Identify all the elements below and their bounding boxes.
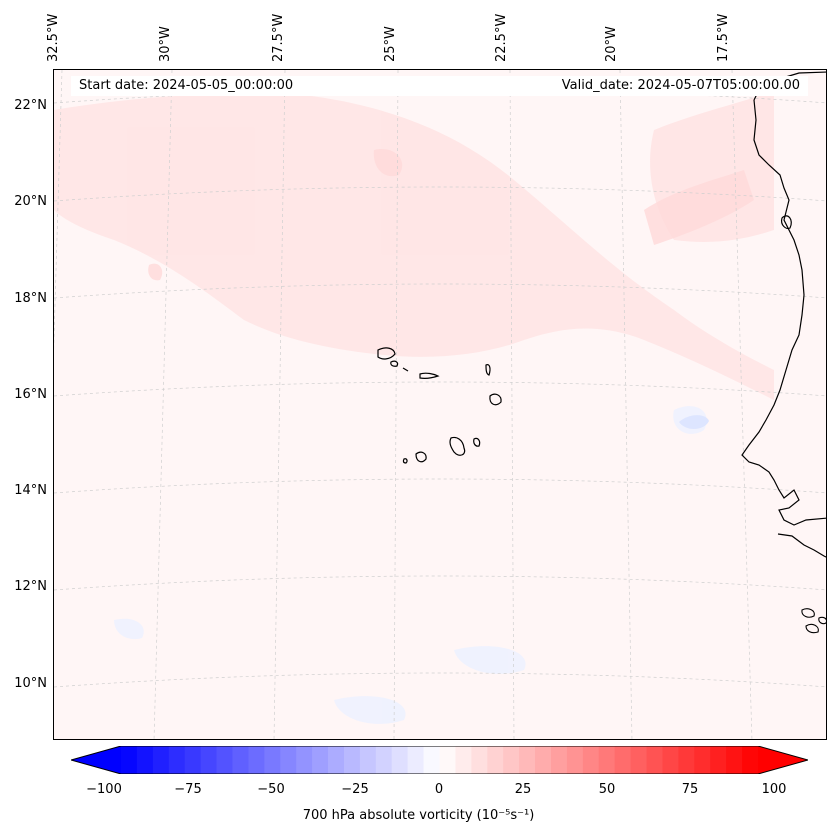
colorbar-segment bbox=[582, 746, 600, 774]
valid-date-label: Valid_date: 2024-05-07T05:00:00.00 bbox=[561, 78, 800, 93]
colorbar-segment bbox=[216, 746, 233, 774]
colorbar-max-extend bbox=[758, 746, 808, 774]
colorbar-segment bbox=[328, 746, 345, 774]
colorbar-segment bbox=[168, 746, 186, 774]
colorbar-segment bbox=[678, 746, 695, 774]
colorbar-segments bbox=[121, 746, 759, 774]
lon-label-32-5w: 32.5°W bbox=[46, 13, 61, 62]
colorbar-label: 700 hPa absolute vorticity (10⁻⁵s⁻¹) bbox=[302, 808, 535, 823]
map-panel[interactable] bbox=[53, 69, 827, 740]
colorbar-segment bbox=[391, 746, 409, 774]
colorbar-segment bbox=[375, 746, 393, 774]
colorbar-tick-minus100: −100 bbox=[86, 782, 122, 797]
coastline-south bbox=[777, 533, 826, 558]
colorbar-segment bbox=[121, 746, 138, 774]
colorbar-segment bbox=[710, 746, 727, 774]
colorbar-tick-minus75: −75 bbox=[174, 782, 202, 797]
lat-label-10n: 10°N bbox=[14, 676, 47, 691]
colorbar-tick-minus50: −50 bbox=[257, 782, 285, 797]
colorbar-segment bbox=[312, 746, 329, 774]
colorbar-segment bbox=[248, 746, 265, 774]
lon-label-27-5w: 27.5°W bbox=[271, 13, 286, 62]
lon-label-17-5w: 17.5°W bbox=[716, 13, 731, 62]
colorbar-segment bbox=[423, 746, 440, 774]
colorbar-tick-50: 50 bbox=[598, 782, 616, 797]
colorbar-tick-100: 100 bbox=[761, 782, 787, 797]
colorbar-segment bbox=[535, 746, 552, 774]
coastline-west-africa bbox=[741, 99, 826, 526]
cape-verde-islands bbox=[377, 347, 502, 464]
colorbar-min-extend bbox=[71, 746, 121, 774]
colorbar-segment bbox=[200, 746, 218, 774]
coastline-inlet bbox=[781, 215, 792, 230]
colorbar-segment bbox=[742, 746, 759, 774]
graticule bbox=[54, 70, 826, 739]
colorbar-segment bbox=[519, 746, 536, 774]
lon-label-22-5w: 22.5°W bbox=[494, 13, 509, 62]
colorbar-segment bbox=[487, 746, 504, 774]
colorbar-tick-0: 0 bbox=[434, 782, 444, 797]
colorbar-segment bbox=[566, 746, 584, 774]
lat-label-12n: 12°N bbox=[14, 579, 47, 594]
colorbar-segment bbox=[280, 746, 297, 774]
colorbar-segment bbox=[630, 746, 648, 774]
date-info-bar bbox=[71, 76, 808, 96]
lon-label-25w: 25°W bbox=[383, 26, 398, 62]
colorbar-segment bbox=[646, 746, 663, 774]
lat-label-16n: 16°N bbox=[14, 387, 47, 402]
lat-label-18n: 18°N bbox=[14, 291, 47, 306]
colorbar-segment bbox=[152, 746, 170, 774]
negative-vorticity-core bbox=[679, 415, 709, 430]
stronger-positive-patches bbox=[148, 149, 754, 281]
start-date-label: Start date: 2024-05-05_00:00:00 bbox=[79, 78, 294, 93]
colorbar-segment bbox=[598, 746, 616, 774]
colorbar-segment bbox=[136, 746, 154, 774]
lat-label-20n: 20°N bbox=[14, 194, 47, 209]
colorbar-segment bbox=[296, 746, 313, 774]
colorbar-segment bbox=[503, 746, 520, 774]
positive-vorticity-patches bbox=[54, 90, 774, 400]
lon-label-20w: 20°W bbox=[604, 26, 619, 62]
colorbar-tick-minus25: −25 bbox=[341, 782, 369, 797]
colorbar-segment bbox=[694, 746, 711, 774]
colorbar-segment bbox=[232, 746, 249, 774]
colorbar-segment bbox=[264, 746, 281, 774]
bijagos-islands bbox=[801, 608, 826, 634]
lon-label-30w: 30°W bbox=[158, 26, 173, 62]
colorbar-segment bbox=[184, 746, 202, 774]
colorbar-segment bbox=[439, 746, 456, 774]
colorbar-tick-25: 25 bbox=[514, 782, 532, 797]
colorbar-segment bbox=[359, 746, 377, 774]
colorbar-segment bbox=[662, 746, 679, 774]
colorbar-segment bbox=[726, 746, 743, 774]
colorbar-segment bbox=[343, 746, 361, 774]
lat-label-22n: 22°N bbox=[14, 98, 47, 113]
lat-label-14n: 14°N bbox=[14, 483, 47, 498]
colorbar-tick-75: 75 bbox=[681, 782, 699, 797]
colorbar-segment bbox=[614, 746, 632, 774]
vorticity-field bbox=[54, 70, 826, 739]
colorbar-segment bbox=[407, 746, 425, 774]
colorbar-segment bbox=[550, 746, 568, 774]
colorbar bbox=[71, 746, 808, 774]
colorbar-segment bbox=[455, 746, 472, 774]
colorbar-segment bbox=[471, 746, 488, 774]
